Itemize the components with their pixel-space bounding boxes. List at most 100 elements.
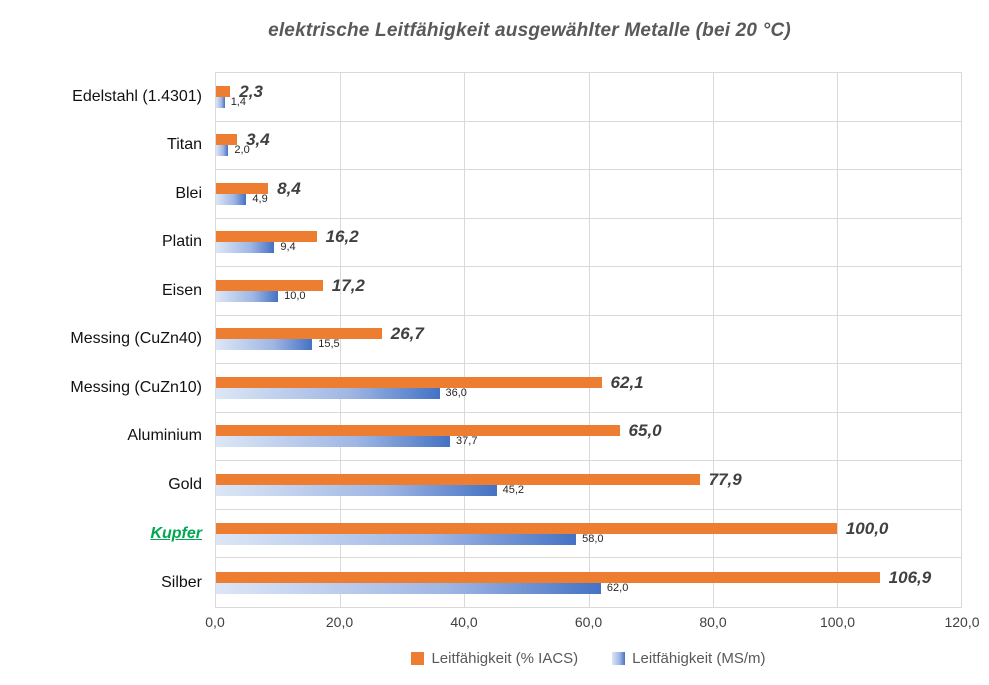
vertical-gridline (836, 73, 838, 607)
bar-line-msm: 36,0 (216, 386, 961, 399)
value-label-msm: 10,0 (284, 289, 306, 302)
bar-msm[interactable] (216, 436, 451, 448)
x-axis-tick-label: 0,0 (205, 614, 225, 630)
legend-item-label: Leitfähigkeit (% IACS) (431, 650, 579, 667)
category-label: Messing (CuZn40) (70, 330, 202, 348)
bar-group: 100,0 58,0 (216, 518, 961, 545)
bar-group: 65,0 37,7 (216, 421, 961, 448)
chart-row: Titan 3,4 2,0 (167, 122, 961, 171)
bar-iacs[interactable] (216, 85, 231, 97)
bar-line-iacs: 106,9 (216, 567, 961, 587)
bar-iacs[interactable] (216, 134, 238, 146)
value-label-iacs: 17,2 (331, 275, 365, 295)
bar-line-iacs: 26,7 (216, 325, 961, 342)
bar-group: 3,4 2,0 (216, 130, 961, 157)
bar-group: 8,4 4,9 (216, 178, 961, 205)
vertical-gridline (464, 73, 466, 607)
value-label-msm: 2,0 (234, 144, 250, 157)
bar-line-iacs: 77,9 (216, 470, 961, 490)
bar-line-msm: 62,0 (216, 582, 961, 594)
bar-group: 106,9 62,0 (216, 567, 961, 594)
value-label-iacs: 2,3 (239, 81, 263, 101)
bar-iacs[interactable] (216, 522, 837, 534)
legend-item[interactable]: Leitfähigkeit (MS/m) (612, 650, 766, 667)
bar-iacs[interactable] (216, 279, 323, 291)
bar-line-iacs: 62,1 (216, 372, 961, 392)
category-label: Aluminium (127, 427, 202, 445)
bar-line-iacs: 2,3 (216, 81, 961, 101)
value-label-msm: 45,2 (502, 484, 525, 497)
bar-line-iacs: 65,0 (216, 421, 961, 441)
bar-msm[interactable] (216, 387, 440, 399)
value-label-iacs: 16,2 (325, 227, 359, 247)
plot-area: Edelstahl (1.4301) 2,3 1,4 Titan 3,4 2,0 (70, 72, 962, 608)
bar-msm[interactable] (216, 582, 601, 594)
bar-msm[interactable] (216, 485, 497, 497)
bar-line-iacs: 17,2 (216, 275, 961, 295)
bar-line-msm: 1,4 (216, 95, 961, 108)
bar-msm[interactable] (216, 290, 279, 302)
legend-marker-icon (411, 652, 425, 665)
chart-row: Aluminium 65,0 37,7 (127, 413, 961, 462)
bar-iacs[interactable] (216, 376, 602, 388)
chart-row: Messing (CuZn40) 26,7 15,5 (70, 316, 961, 365)
vertical-gridline (340, 73, 342, 607)
value-label-iacs: 62,1 (610, 372, 644, 392)
bar-group: 26,7 15,5 (216, 325, 961, 351)
category-label: Gold (168, 476, 202, 494)
bar-msm[interactable] (216, 145, 229, 157)
value-label-iacs: 100,0 (845, 518, 889, 538)
x-axis-tick-label: 120,0 (944, 614, 980, 630)
bar-line-iacs: 16,2 (216, 227, 961, 247)
bar-iacs[interactable] (216, 231, 317, 243)
chart-row: Messing (CuZn10) 62,1 36,0 (70, 364, 961, 413)
value-label-msm: 1,4 (230, 95, 246, 108)
bar-iacs[interactable] (216, 571, 880, 583)
chart-row: Blei 8,4 4,9 (175, 170, 961, 219)
x-axis-tick-label: 40,0 (450, 614, 478, 630)
legend-marker-icon (612, 652, 626, 665)
chart-title: elektrische Leitfähigkeit ausgewählter M… (268, 20, 791, 41)
category-label: Edelstahl (1.4301) (72, 87, 202, 105)
category-label: Silber (161, 573, 202, 591)
value-label-msm: 4,9 (252, 192, 268, 205)
x-axis: 0,0 20,0 40,0 60,0 80,0 100,0 120,0 (205, 614, 979, 632)
bar-msm[interactable] (216, 533, 577, 545)
bar-iacs[interactable] (216, 425, 620, 437)
bar-line-iacs: 3,4 (216, 130, 961, 150)
bar-iacs[interactable] (216, 328, 382, 340)
legend-item[interactable]: Leitfähigkeit (% IACS) (411, 650, 578, 667)
bar-group: 17,2 10,0 (216, 275, 961, 302)
x-axis-tick-label: 80,0 (699, 614, 727, 630)
bar-msm[interactable] (216, 96, 225, 108)
chart-row: Kupfer 100,0 58,0 (150, 510, 961, 559)
value-label-iacs: 106,9 (888, 567, 932, 587)
legend-item-label: Leitfähigkeit (MS/m) (632, 650, 766, 667)
bar-msm[interactable] (216, 242, 275, 254)
bar-line-msm: 9,4 (216, 241, 961, 254)
bar-msm[interactable] (216, 339, 313, 351)
value-label-msm: 36,0 (445, 386, 467, 399)
bar-group: 62,1 36,0 (216, 372, 961, 399)
value-label-iacs: 8,4 (277, 178, 301, 198)
value-label-iacs: 65,0 (628, 421, 662, 441)
bar-line-msm: 15,5 (216, 338, 961, 351)
value-label-iacs: 77,9 (708, 470, 742, 490)
bar-line-msm: 2,0 (216, 144, 961, 157)
bar-line-msm: 58,0 (216, 533, 961, 545)
value-label-msm: 15,5 (318, 338, 340, 351)
value-label-iacs: 3,4 (246, 130, 270, 150)
bar-iacs[interactable] (216, 474, 700, 486)
category-label: Platin (161, 233, 202, 251)
value-label-msm: 9,4 (280, 241, 296, 254)
vertical-gridline (712, 73, 714, 607)
bar-line-iacs: 8,4 (216, 178, 961, 198)
x-axis-tick-label: 100,0 (819, 614, 856, 630)
bar-msm[interactable] (216, 193, 247, 205)
category-label: Messing (CuZn10) (70, 378, 202, 396)
bar-iacs[interactable] (216, 182, 269, 194)
chart-row: Gold 77,9 45,2 (168, 461, 961, 510)
chart-row: Silber 106,9 62,0 (161, 558, 961, 607)
bar-line-msm: 37,7 (216, 436, 961, 448)
